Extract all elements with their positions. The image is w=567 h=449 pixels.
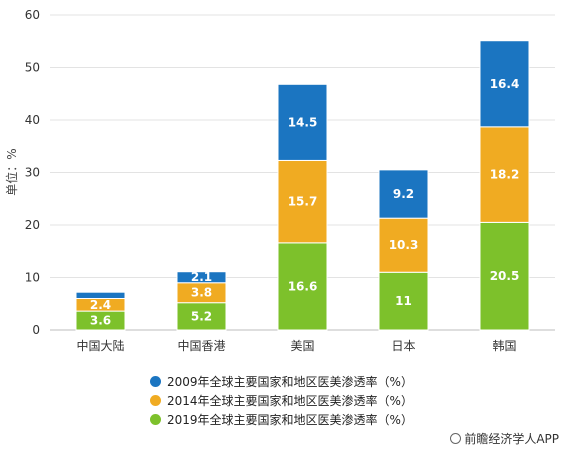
x-tick-label: 韩国 <box>492 338 516 353</box>
y-axis-ticks: 0 10 20 30 40 50 60 <box>25 8 40 337</box>
data-label: 11 <box>395 294 412 308</box>
data-label: 2.4 <box>90 298 111 312</box>
legend-swatch <box>150 376 161 387</box>
data-label: 16.6 <box>288 279 318 293</box>
data-label: 18.2 <box>490 168 520 182</box>
bar-segment <box>75 291 126 300</box>
bar-segment <box>277 159 328 244</box>
legend: 2009年全球主要国家和地区医美渗透率（%） 2014年全球主要国家和地区医美渗透… <box>150 372 413 429</box>
y-tick-label: 20 <box>25 218 40 232</box>
y-axis-label: 单位：% <box>4 148 19 195</box>
data-label: 14.5 <box>288 115 318 129</box>
bar-segment <box>479 40 530 128</box>
bar-segment <box>378 217 429 273</box>
data-label: 20.5 <box>490 269 520 283</box>
x-tick-label: 美国 <box>290 339 314 353</box>
data-label: 5.2 <box>191 309 212 323</box>
y-tick-label: 60 <box>25 8 40 22</box>
legend-item: 2009年全球主要国家和地区医美渗透率（%） <box>150 372 413 391</box>
data-label: 3.6 <box>90 314 111 328</box>
bar-segment <box>378 169 429 219</box>
bar-segment <box>176 271 227 284</box>
y-tick-label: 10 <box>25 271 40 285</box>
y-tick-label: 40 <box>25 113 40 127</box>
data-label: 3.8 <box>191 286 212 300</box>
data-label: 9.2 <box>393 187 414 201</box>
legend-label: 2019年全球主要国家和地区医美渗透率（%） <box>167 413 413 427</box>
source-logo-icon <box>450 433 462 444</box>
legend-item: 2019年全球主要国家和地区医美渗透率（%） <box>150 410 413 429</box>
legend-label: 2014年全球主要国家和地区医美渗透率（%） <box>167 394 413 408</box>
data-label: 16.4 <box>490 77 520 91</box>
data-label: 10.3 <box>389 238 419 252</box>
legend-swatch <box>150 414 161 425</box>
y-tick-label: 30 <box>25 166 40 180</box>
x-tick-label: 日本 <box>391 339 415 353</box>
bar-segment <box>176 302 227 331</box>
x-tick-label: 中国香港 <box>177 338 225 353</box>
bar-segment <box>479 221 530 331</box>
bar-segment <box>277 242 328 331</box>
legend-label: 2009年全球主要国家和地区医美渗透率（%） <box>167 375 413 389</box>
source-text: 前瞻经济学人APP <box>464 432 559 446</box>
x-tick-label: 中国大陆 <box>76 338 124 353</box>
data-label: 15.7 <box>288 195 318 209</box>
legend-swatch <box>150 395 161 406</box>
data-label: 2.1 <box>191 270 212 284</box>
y-tick-label: 0 <box>32 323 40 337</box>
bar-segment <box>277 83 328 161</box>
stacked-bar-chart: 0 10 20 30 40 50 60 单位：% 3.6 2.4 5.2 3.8 2.1 16.6 15… <box>4 8 555 353</box>
y-tick-label: 50 <box>25 61 40 75</box>
x-axis-ticks: 中国大陆 中国香港 美国 日本 韩国 <box>76 338 516 353</box>
bars: 3.6 2.4 5.2 3.8 2.1 16.6 15.7 14.5 11 10.3 9.2 20.5… <box>75 40 530 331</box>
legend-item: 2014年全球主要国家和地区医美渗透率（%） <box>150 391 413 410</box>
source-credit: 前瞻经济学人APP <box>450 430 559 447</box>
